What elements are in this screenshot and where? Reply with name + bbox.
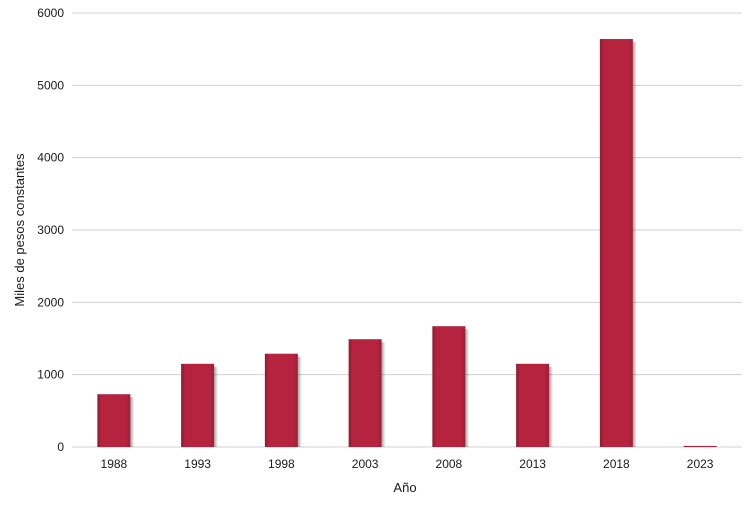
bar-shadow: [632, 42, 637, 447]
bar-shadow: [465, 329, 470, 447]
bar-2023: [683, 445, 717, 447]
x-tick-label: 2018: [603, 457, 630, 471]
x-tick-label: 2008: [436, 457, 463, 471]
bar-1998: [264, 353, 298, 447]
bar-shadow: [549, 366, 554, 447]
bar-2018: [599, 39, 633, 447]
x-tick-label: 1993: [184, 457, 211, 471]
x-tick-label: 1998: [268, 457, 295, 471]
y-tick-label: 3000: [37, 223, 64, 237]
bar-1988: [97, 394, 131, 447]
x-tick-label: 2003: [352, 457, 379, 471]
y-tick-label: 5000: [37, 78, 64, 92]
y-axis-title: Miles de pesos constantes: [12, 153, 27, 307]
y-tick-label: 1000: [37, 368, 64, 382]
bar-2008: [432, 326, 466, 447]
y-tick-label: 2000: [37, 295, 64, 309]
bar-2013: [516, 363, 550, 447]
bar-2003: [348, 339, 382, 447]
bar-shadow: [297, 356, 302, 447]
x-tick-label: 2023: [687, 457, 714, 471]
y-tick-label: 0: [57, 440, 64, 454]
x-axis-tick-labels: 1988 1993 1998 2003 2008 2013 2018 2023: [101, 457, 714, 471]
bar-shadow: [381, 342, 386, 447]
y-tick-label: 6000: [37, 6, 64, 20]
x-tick-label: 1988: [101, 457, 128, 471]
x-axis-title: Año: [393, 480, 416, 495]
x-tick-label: 2013: [519, 457, 546, 471]
y-axis-tick-labels: 0 1000 2000 3000 4000 5000 6000: [37, 6, 64, 454]
bar-shadow: [130, 397, 135, 447]
bars: [97, 39, 717, 447]
bar-1993: [181, 363, 215, 447]
gridlines: [72, 12, 742, 448]
y-tick-label: 4000: [37, 151, 64, 165]
bar-shadow: [214, 366, 219, 447]
